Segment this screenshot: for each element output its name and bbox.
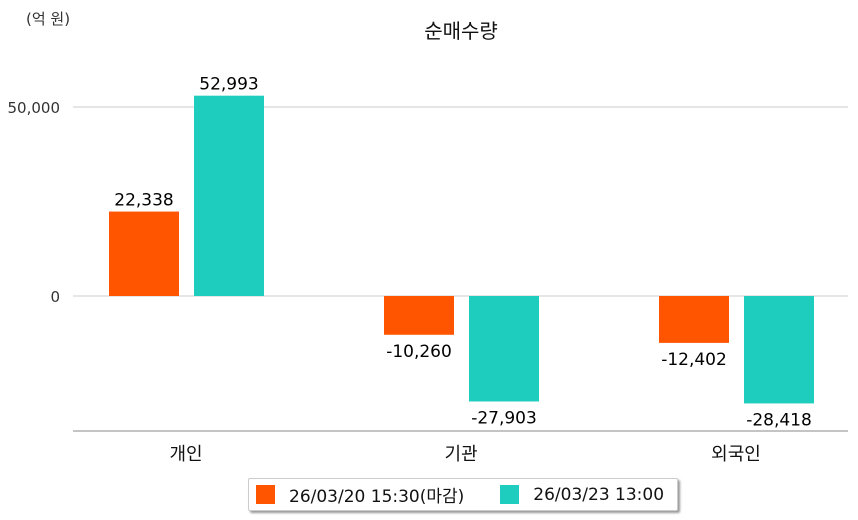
x-tick-label: 외국인	[711, 444, 761, 465]
bar[interactable]	[384, 296, 454, 335]
data-label: -27,903	[471, 408, 537, 428]
data-label: -10,260	[386, 342, 452, 362]
data-label: -28,418	[746, 410, 812, 430]
legend-label: 26/03/20 15:30(마감)	[289, 487, 465, 507]
bar[interactable]	[744, 296, 814, 404]
x-tick-label: 기관	[444, 444, 477, 465]
data-label: 52,993	[199, 75, 258, 95]
unit-label: (억 원)	[26, 10, 70, 28]
y-tick-label: 0	[50, 288, 60, 306]
bar[interactable]	[659, 296, 729, 343]
legend-label: 26/03/23 13:00	[533, 484, 665, 505]
legend-item-series-1[interactable]: 26/03/20 15:30(마감)	[256, 482, 464, 507]
legend-swatch	[500, 485, 520, 504]
x-tick-label: 개인	[169, 444, 202, 465]
chart-title: 순매수량	[424, 19, 498, 43]
y-tick-label: 50,000	[8, 99, 61, 117]
legend-item-series-2[interactable]: 26/03/23 13:00	[500, 485, 664, 505]
data-label: 22,338	[114, 191, 173, 211]
bar[interactable]	[109, 211, 179, 296]
legend: 26/03/20 15:30(마감) 26/03/23 13:00	[248, 478, 678, 511]
data-label: -12,402	[661, 350, 727, 370]
bar[interactable]	[469, 296, 539, 402]
legend-swatch	[256, 485, 275, 504]
bar[interactable]	[194, 95, 264, 296]
